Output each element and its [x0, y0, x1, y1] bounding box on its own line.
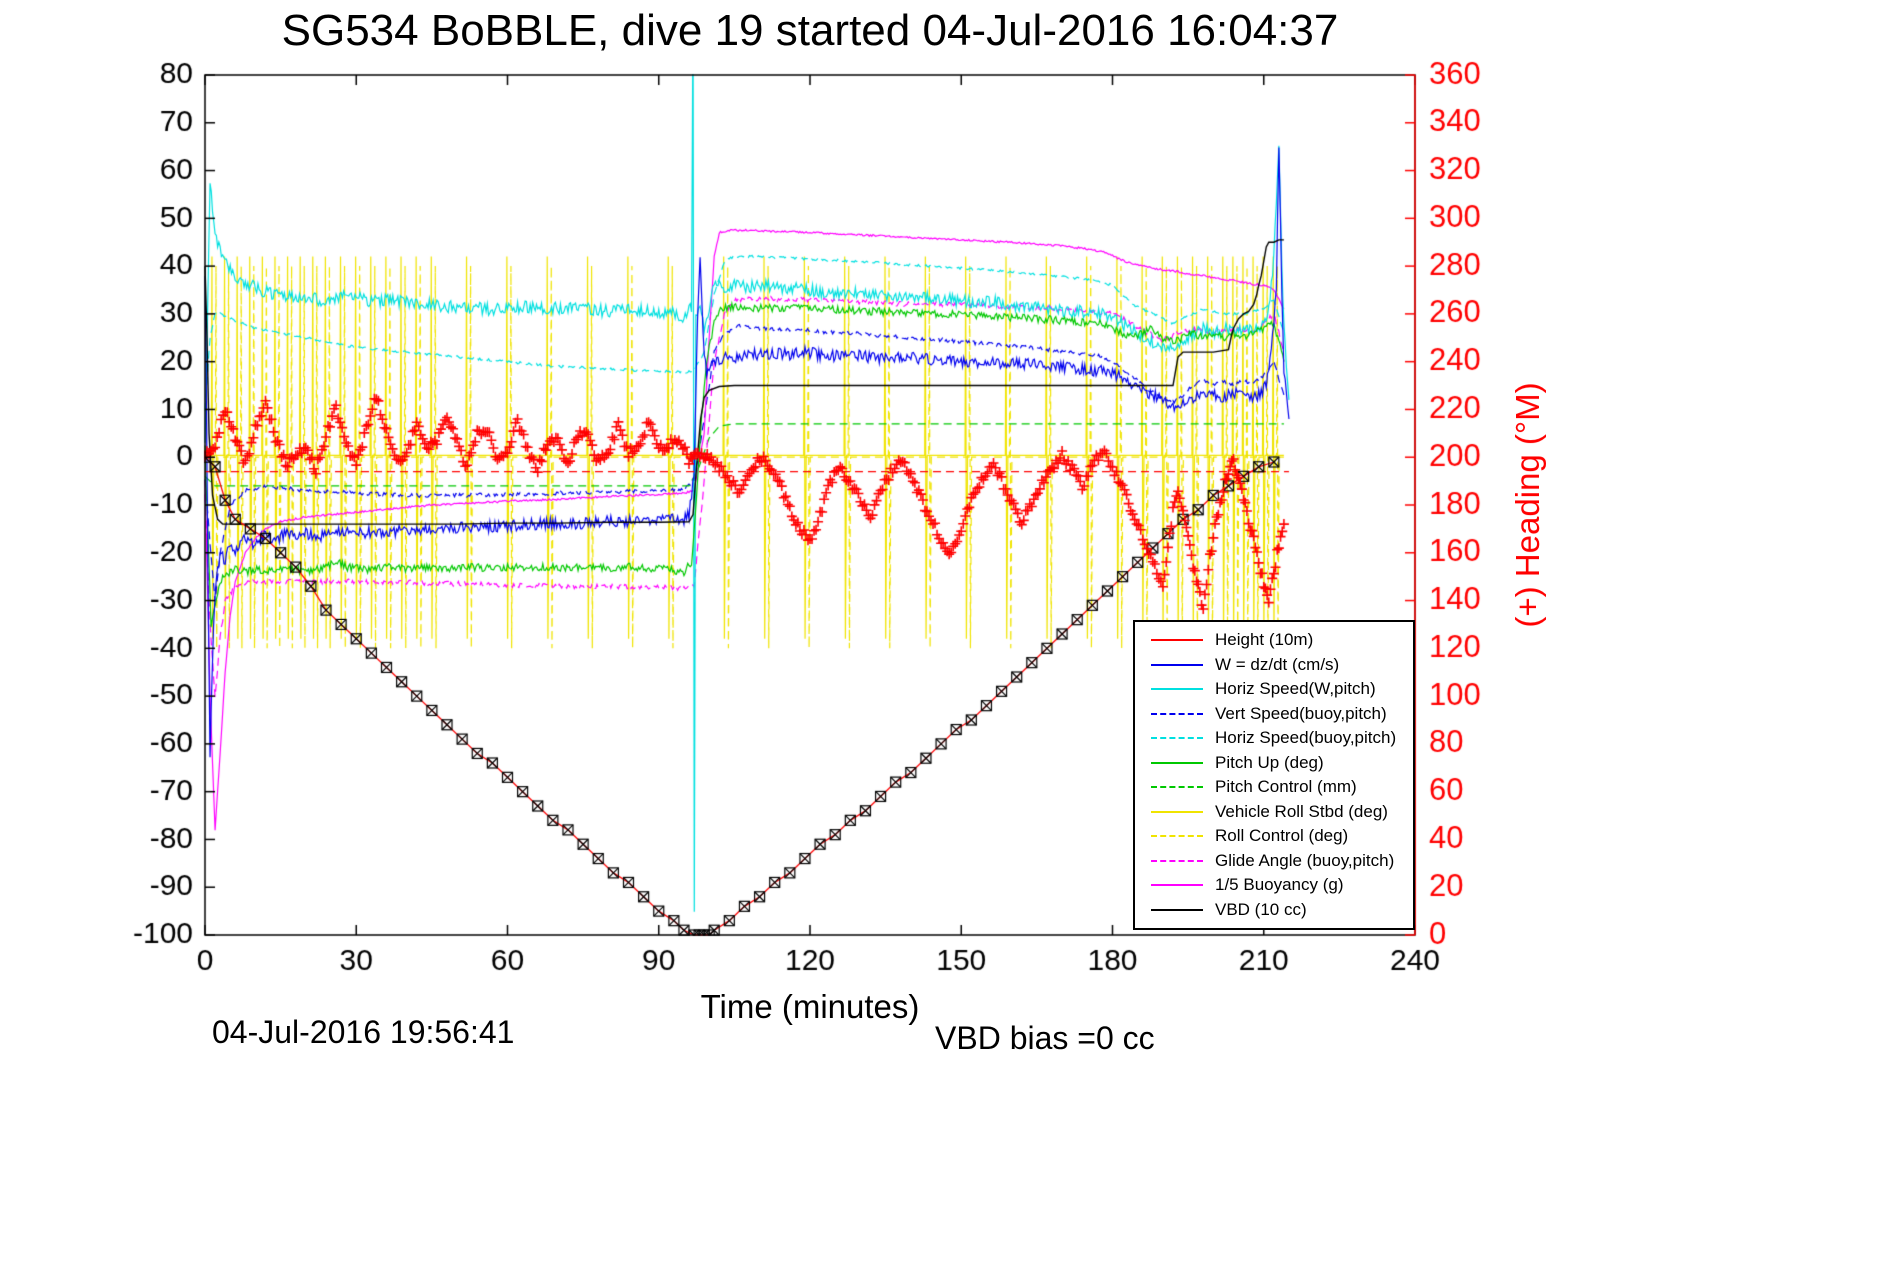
legend-item: Vehicle Roll Stbd (deg): [1135, 802, 1413, 822]
legend-box: Height (10m) W = dz/dt (cm/s) Horiz Speed(…: [1133, 620, 1415, 930]
legend-label: 1/5 Buoyancy (g): [1215, 875, 1344, 895]
legend-item: Pitch Control (mm): [1135, 777, 1413, 797]
legend-line-sample: [1151, 639, 1203, 642]
legend-line-sample: [1151, 908, 1203, 911]
legend-item: Horiz Speed(buoy,pitch): [1135, 728, 1413, 748]
legend-line-sample: [1151, 663, 1203, 666]
legend-line-sample: [1151, 859, 1203, 862]
legend-label: Vert Speed(buoy,pitch): [1215, 703, 1387, 723]
legend-item: Pitch Up (deg): [1135, 753, 1413, 773]
legend-label: W = dz/dt (cm/s): [1215, 654, 1340, 674]
legend-label: Pitch Control (mm): [1215, 777, 1357, 797]
vbd-bias-note: VBD bias =0 cc: [935, 1020, 1155, 1056]
legend-line-sample: [1151, 712, 1203, 715]
legend-label: Horiz Speed(buoy,pitch): [1215, 728, 1397, 748]
legend-item: VBD (10 cc): [1135, 900, 1413, 920]
legend-label: VBD (10 cc): [1215, 899, 1307, 919]
plot-timestamp: 04-Jul-2016 19:56:41: [212, 1014, 515, 1050]
legend-label: Glide Angle (buoy,pitch): [1215, 850, 1395, 870]
legend-label: Pitch Up (deg): [1215, 752, 1324, 772]
legend-label: Vehicle Roll Stbd (deg): [1215, 801, 1388, 821]
legend-item: Height (10m): [1135, 630, 1413, 650]
legend-item: Vert Speed(buoy,pitch): [1135, 704, 1413, 724]
legend-item: W = dz/dt (cm/s): [1135, 655, 1413, 675]
legend-item: 1/5 Buoyancy (g): [1135, 875, 1413, 895]
legend-line-sample: [1151, 786, 1203, 789]
legend-line-sample: [1151, 761, 1203, 764]
legend-item: Horiz Speed(W,pitch): [1135, 679, 1413, 699]
x-axis-label: Time (minutes): [700, 988, 920, 1025]
legend-line-sample: [1151, 884, 1203, 887]
legend-line-sample: [1151, 688, 1203, 691]
legend-line-sample: [1151, 810, 1203, 813]
legend-label: Horiz Speed(W,pitch): [1215, 679, 1376, 699]
right-axis-label: (+) Heading (°M): [1509, 382, 1546, 628]
legend-label: Roll Control (deg): [1215, 826, 1349, 846]
chart-title: SG534 BoBBLE, dive 19 started 04-Jul-201…: [281, 6, 1339, 55]
legend-line-sample: [1151, 835, 1203, 838]
legend-item: Glide Angle (buoy,pitch): [1135, 851, 1413, 871]
legend-line-sample: [1151, 737, 1203, 740]
legend-item: Roll Control (deg): [1135, 826, 1413, 846]
legend-label: Height (10m): [1215, 630, 1314, 650]
